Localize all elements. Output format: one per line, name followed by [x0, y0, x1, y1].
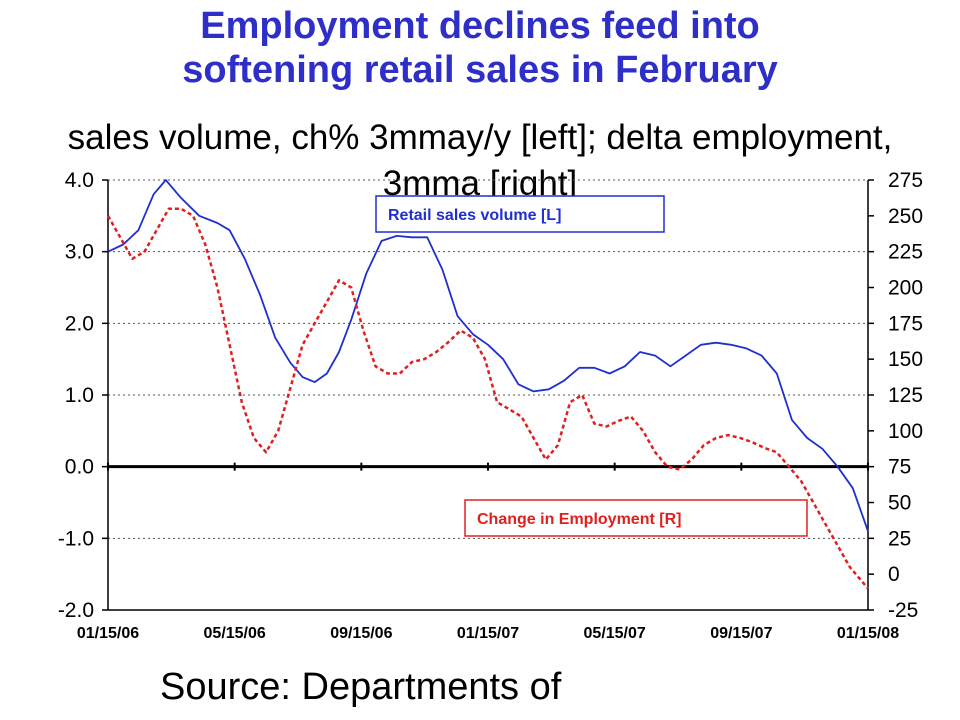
right-tick-label: 275	[888, 169, 923, 192]
right-tick-label: 150	[888, 348, 923, 371]
x-tick-label: 09/15/07	[710, 625, 772, 642]
right-tick-label: 225	[888, 241, 923, 264]
chart-title-line-2: softening retail sales in February	[182, 49, 778, 91]
x-tick-label: 09/15/06	[330, 625, 392, 642]
right-tick-label: 250	[888, 205, 923, 228]
legend-retail-sales: Retail sales volume [L]	[375, 195, 665, 233]
right-tick-label: 0	[888, 563, 900, 586]
x-tick-label: 01/15/08	[837, 625, 899, 642]
right-tick-label: 75	[888, 456, 911, 479]
grid-lines	[108, 179, 868, 611]
right-tick-label: 50	[888, 492, 911, 515]
legend-label: Retail sales volume [L]	[388, 207, 561, 224]
left-tick-label: -1.0	[58, 527, 94, 550]
legend-box	[375, 195, 665, 233]
x-tick-label: 05/15/06	[204, 625, 266, 642]
series-layer	[106, 179, 869, 590]
left-tick-label: 3.0	[65, 241, 94, 264]
legend-label: Change in Employment [R]	[477, 511, 681, 528]
right-tick-label: 175	[888, 312, 923, 335]
chart-title-line-1: Employment declines feed into	[200, 5, 760, 47]
left-tick-label: -2.0	[58, 599, 94, 622]
right-tick-label: 25	[888, 527, 911, 550]
legends: Retail sales volume [L] Change in Employm…	[375, 195, 808, 537]
axes: 4.03.02.01.00.0-1.0-2.027525022520017515…	[58, 169, 923, 642]
right-tick-label: 125	[888, 384, 923, 407]
right-tick-label: 100	[888, 420, 923, 443]
left-tick-label: 2.0	[65, 312, 94, 335]
x-tick-label: 01/15/06	[77, 625, 139, 642]
left-tick-label: 1.0	[65, 384, 94, 407]
x-tick-label: 05/15/07	[584, 625, 646, 642]
retail-sales-line	[107, 179, 869, 532]
chart-title: Employment declines feed into softening …	[0, 4, 960, 92]
source-note: Source: Departments of	[160, 666, 562, 708]
legend-box	[464, 499, 808, 537]
left-tick-label: 4.0	[65, 169, 94, 192]
legend-employment-change: Change in Employment [R]	[464, 499, 808, 537]
employment-change-line	[106, 207, 869, 590]
x-tick-label: 01/15/07	[457, 625, 519, 642]
right-tick-label: 200	[888, 277, 923, 300]
right-tick-label: -25	[888, 599, 918, 622]
left-tick-label: 0.0	[65, 456, 94, 479]
